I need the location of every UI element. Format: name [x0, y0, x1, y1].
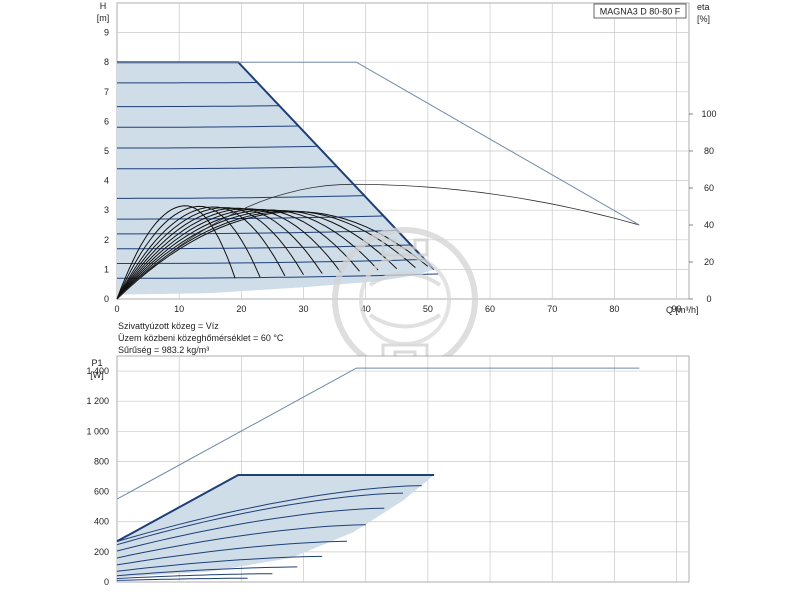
max-power-curve [116, 474, 435, 543]
head-tick-label: 4 [104, 176, 109, 186]
head-tick-label: 9 [104, 28, 109, 38]
head-axis-unit: [m] [97, 13, 110, 23]
info-fluid: Szivattyúzott közeg = Víz [118, 321, 219, 331]
eta-axis-unit: [%] [697, 14, 710, 24]
twin-efficiency-curve [116, 183, 640, 300]
power-curves [116, 485, 422, 581]
info-density: Sűrűség = 983.2 kg/m³ [118, 345, 209, 355]
head-axis-label: H [100, 1, 107, 11]
flow-tick-label: 30 [299, 304, 309, 314]
head-curve [117, 145, 318, 149]
head-curve [117, 195, 365, 199]
eta-tick-label: 20 [704, 257, 714, 267]
power-curve [116, 524, 366, 559]
eta-tick-label: 100 [701, 109, 716, 119]
efficiency-curves [116, 183, 640, 300]
model-label-box [593, 3, 687, 19]
efficiency-curve [116, 209, 379, 300]
power-tick-label: 0 [104, 577, 109, 587]
power-axis-unit: [W] [90, 370, 104, 380]
twin-max-head-curve [117, 61, 640, 226]
twin-head-envelope [117, 61, 640, 226]
flow-tick-label: 0 [114, 304, 119, 314]
head-tick-label: 2 [104, 235, 109, 245]
power-curve [116, 555, 323, 572]
eta-tick-label: 80 [704, 146, 714, 156]
head-chart-ticks: 0 10 20 30 40 50 60 70 80 90012345678902040608010… [104, 28, 717, 314]
eta-axis-label: eta [697, 2, 710, 12]
head-tick-label: 0 [104, 294, 109, 304]
head-curve [117, 166, 337, 170]
efficiency-curve [116, 209, 398, 300]
flow-tick-label: 50 [423, 304, 433, 314]
flow-tick-label: 90 [672, 304, 682, 314]
head-tick-label: 8 [104, 57, 109, 67]
head-tick-label: 1 [104, 264, 109, 274]
eta-tick-label: 60 [704, 183, 714, 193]
power-envelope [116, 474, 435, 543]
info-temperature: Üzem közbeni közeghőmérséklet = 60 °C [118, 333, 284, 343]
power-tick-label: 600 [94, 487, 109, 497]
flow-axis-label: Q [m³/h] [666, 305, 699, 315]
head-tick-label: 7 [104, 87, 109, 97]
twin-max-power-curve [116, 367, 640, 500]
power-tick-label: 1 200 [86, 396, 109, 406]
flow-tick-label: 70 [547, 304, 557, 314]
flow-tick-label: 40 [361, 304, 371, 314]
power-area-fill [117, 475, 435, 578]
power-curve [116, 577, 248, 581]
power-tick-label: 800 [94, 456, 109, 466]
power-curve [116, 485, 422, 542]
head-curve [117, 125, 299, 128]
power-tick-label: 400 [94, 517, 109, 527]
head-curve [117, 105, 280, 108]
power-curve [116, 566, 298, 577]
power-tick-label: 1 000 [86, 426, 109, 436]
flow-tick-label: 10 [174, 304, 184, 314]
power-operating-area [117, 475, 435, 578]
head-tick-label: 6 [104, 116, 109, 126]
efficiency-curve [116, 211, 429, 300]
eta-tick-label: 40 [704, 220, 714, 230]
efficiency-curve [116, 207, 304, 300]
eta-tick-label: 0 [706, 294, 711, 304]
head-curve [117, 259, 425, 264]
power-curve [116, 573, 273, 579]
power-chart-ticks: 0 200 400 600 800 1 000 1 200 1 400 [86, 366, 109, 587]
efficiency-curve [116, 205, 261, 300]
power-axis-label: P1 [91, 358, 102, 368]
head-tick-label: 5 [104, 146, 109, 156]
efficiency-curve [116, 208, 342, 300]
flow-tick-label: 80 [609, 304, 619, 314]
efficiency-curve [116, 205, 236, 300]
model-label: MAGNA3 D 80-80 F [600, 7, 681, 17]
flow-tick-label: 60 [485, 304, 495, 314]
power-tick-label: 200 [94, 547, 109, 557]
flow-tick-label: 20 [236, 304, 246, 314]
head-tick-label: 3 [104, 205, 109, 215]
power-curve [116, 540, 348, 566]
efficiency-curve [116, 207, 323, 300]
twin-power-envelope [116, 367, 640, 500]
power-curve [116, 507, 385, 552]
power-tick-label: 1 400 [86, 366, 109, 376]
efficiency-curve [116, 206, 286, 300]
power-curve [116, 492, 404, 546]
